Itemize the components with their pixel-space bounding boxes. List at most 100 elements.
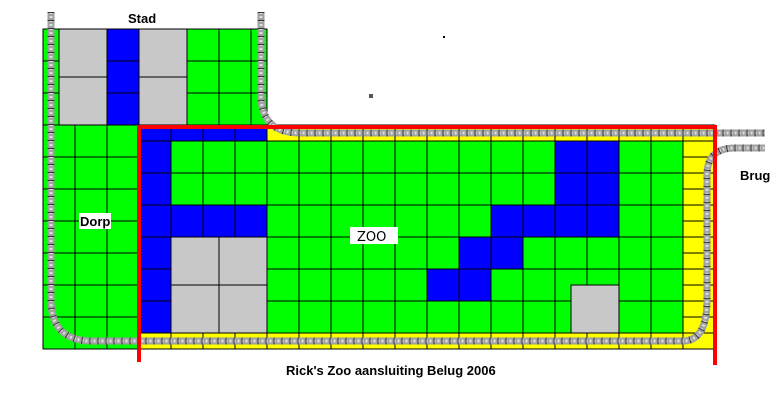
- grass-cell: [170, 140, 204, 174]
- water-cell: [458, 236, 492, 270]
- grass-cell: [234, 172, 268, 206]
- grass-cell: [266, 300, 300, 334]
- zoo-building: [218, 236, 268, 286]
- grass-cell: [394, 268, 428, 302]
- water-cell: [170, 204, 204, 238]
- grass-cell: [650, 268, 684, 302]
- water-cell: [138, 172, 172, 206]
- grass-cell: [490, 140, 524, 174]
- grass-cell: [202, 172, 236, 206]
- grass-cell: [426, 172, 460, 206]
- water-cell: [490, 236, 524, 270]
- grass-cell: [298, 172, 332, 206]
- dorp-cell: [106, 188, 140, 222]
- grass-cell: [650, 204, 684, 238]
- stad-water: [106, 28, 140, 62]
- stad-building: [58, 28, 108, 78]
- grass-cell: [266, 172, 300, 206]
- zoo-boundary-line: [137, 125, 717, 365]
- grass-cell: [266, 236, 300, 270]
- water-cell: [586, 172, 620, 206]
- water-cell: [138, 204, 172, 238]
- grass-cell: [618, 300, 652, 334]
- grass-cell: [298, 300, 332, 334]
- label-dorp-bg: [79, 213, 111, 229]
- dorp-cell: [106, 284, 140, 318]
- boundary-path: [137, 125, 717, 365]
- stad-building: [138, 76, 188, 126]
- stad-building: [58, 76, 108, 126]
- terrain-cells: [42, 28, 716, 350]
- water-cell: [458, 268, 492, 302]
- grass-cell: [298, 268, 332, 302]
- stad-building: [138, 28, 188, 78]
- grass-cell: [426, 300, 460, 334]
- caption: Rick's Zoo aansluiting Belug 2006: [286, 363, 496, 378]
- grass-cell: [490, 172, 524, 206]
- water-cell: [234, 204, 268, 238]
- grass-cell: [458, 172, 492, 206]
- grass-cell: [618, 140, 652, 174]
- grass-cell: [586, 236, 620, 270]
- stad-cell: [218, 60, 252, 94]
- grass-cell: [298, 140, 332, 174]
- grass-cell: [394, 140, 428, 174]
- stad-cell: [186, 28, 220, 62]
- label-stad: Stad: [128, 11, 156, 26]
- grass-cell: [330, 140, 364, 174]
- stad-water: [106, 92, 140, 126]
- stad-cell: [186, 60, 220, 94]
- grass-cell: [650, 300, 684, 334]
- grass-cell: [298, 204, 332, 238]
- dorp-cell: [106, 252, 140, 286]
- water-cell: [554, 204, 588, 238]
- water-cell: [554, 140, 588, 174]
- label-zoo-bg: [350, 227, 398, 244]
- labels: Stad Dorp ZOO Brug Rick's Zoo aansluitin…: [79, 11, 770, 378]
- track: [257, 12, 765, 137]
- grass-cell: [522, 140, 556, 174]
- grass-cell: [618, 268, 652, 302]
- water-cell: [490, 204, 524, 238]
- zoo-building: [170, 236, 220, 286]
- grass-cell: [426, 236, 460, 270]
- grass-cell: [458, 140, 492, 174]
- water-cell: [138, 236, 172, 270]
- grass-cell: [170, 172, 204, 206]
- grass-cell: [490, 268, 524, 302]
- water-cell: [586, 204, 620, 238]
- grass-cell: [266, 204, 300, 238]
- grass-cell: [298, 236, 332, 270]
- grass-cell: [362, 172, 396, 206]
- water-cell: [426, 268, 460, 302]
- grass-cell: [202, 140, 236, 174]
- grass-cell: [394, 204, 428, 238]
- grass-cell: [522, 300, 556, 334]
- dorp-cell: [74, 124, 108, 158]
- grass-cell: [426, 204, 460, 238]
- grass-cell: [458, 204, 492, 238]
- dorp-cell: [74, 284, 108, 318]
- grass-cell: [266, 140, 300, 174]
- stad-cell: [186, 92, 220, 126]
- label-zoo: ZOO: [357, 230, 386, 245]
- grass-cell: [618, 204, 652, 238]
- dorp-cell: [106, 156, 140, 190]
- dot: [443, 36, 445, 38]
- grass-cell: [394, 300, 428, 334]
- dorp-cell: [106, 124, 140, 158]
- grass-cell: [330, 268, 364, 302]
- grass-cell: [362, 140, 396, 174]
- label-brug: Brug: [740, 168, 770, 183]
- grass-cell: [330, 300, 364, 334]
- grass-cell: [650, 140, 684, 174]
- dorp-cell: [106, 220, 140, 254]
- dorp-cell: [74, 156, 108, 190]
- stad-cell: [218, 28, 252, 62]
- grass-cell: [618, 172, 652, 206]
- dorp-cell: [74, 252, 108, 286]
- water-cell: [554, 172, 588, 206]
- water-cell: [138, 300, 172, 334]
- grass-cell: [650, 172, 684, 206]
